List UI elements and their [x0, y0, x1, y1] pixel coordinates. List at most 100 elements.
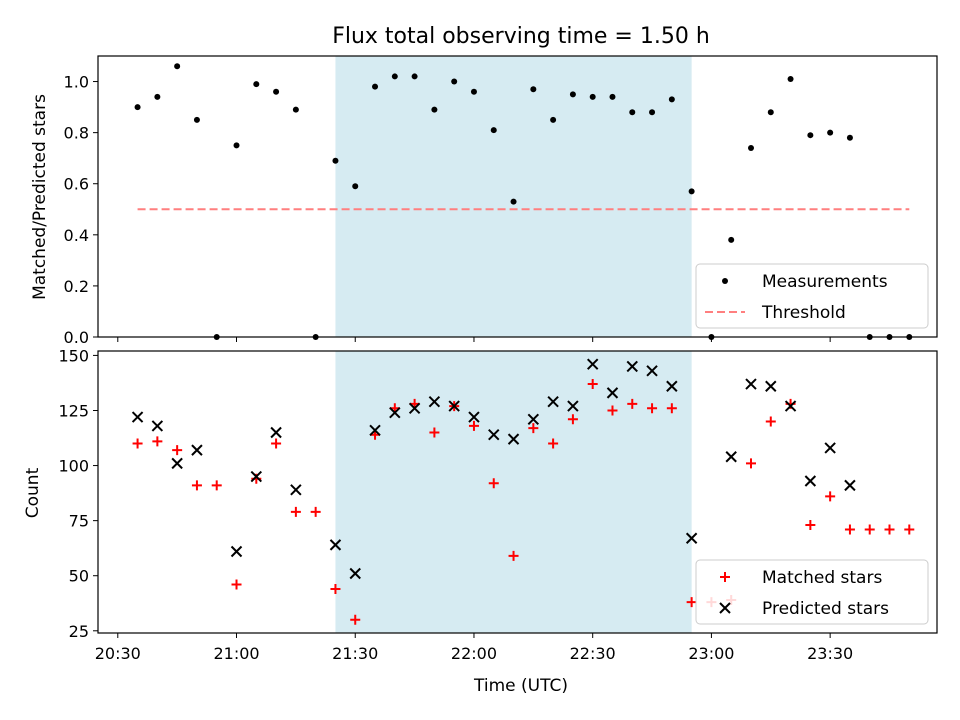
matched-stars-point — [548, 438, 559, 449]
measurement-point — [470, 88, 477, 95]
measurement-point — [827, 129, 834, 136]
predicted-stars-point — [765, 380, 777, 392]
legend-label: Threshold — [761, 303, 846, 323]
measurement-point — [233, 142, 240, 149]
predicted-stars-point — [685, 532, 698, 544]
axes-frame — [97, 350, 938, 634]
axes-frame — [97, 55, 938, 338]
measurement-point — [154, 93, 161, 100]
predicted-stars-point — [567, 400, 579, 412]
matched-stars-point — [290, 506, 301, 517]
legend-marker-matched — [720, 572, 730, 582]
predicted-stars-point — [824, 442, 836, 454]
predicted-stars-point — [408, 402, 421, 414]
legend-marker-measurements — [722, 278, 728, 284]
predicted-stars-point — [606, 387, 619, 399]
ratio-panel: 0.0 0.2 0.4 0.6 0.8 1.0 Measurements Threshold — [64, 55, 938, 347]
measurement-point — [273, 88, 280, 95]
matched-stars-point — [627, 398, 638, 409]
matched-stars-point — [508, 550, 519, 561]
measurement-point — [589, 93, 596, 100]
matched-stars-point — [884, 524, 895, 535]
matched-stars-point — [211, 480, 222, 491]
measurement-point — [193, 116, 200, 123]
y-tick-label: 0.4 — [64, 226, 89, 245]
measurement-point — [767, 109, 774, 116]
predicted-stars-point — [586, 358, 599, 370]
matched-stars-point — [132, 438, 143, 449]
matched-stars-point — [864, 524, 875, 535]
ratio-y-axis-label: Matched/Predicted stars — [30, 94, 50, 300]
measurement-point — [253, 81, 260, 88]
y-tick-label: 1.0 — [64, 73, 89, 92]
y-tick-label: 50 — [69, 567, 89, 586]
x-tick-label: 21:30 — [332, 644, 378, 663]
predicted-stars-point — [369, 424, 381, 437]
predicted-stars-point — [527, 413, 540, 426]
legend-box — [695, 559, 929, 625]
matched-stars-point — [805, 520, 816, 531]
matched-stars-point — [745, 458, 756, 469]
matched-stars-point — [765, 416, 776, 427]
x-axis-label: Time (UTC) — [473, 676, 568, 696]
measurement-point — [391, 73, 398, 80]
measurement-point — [728, 236, 735, 243]
predicted-stars-point — [448, 400, 460, 412]
measurement-point — [431, 106, 438, 113]
measurement-point — [530, 86, 537, 93]
matched-stars-point — [172, 445, 183, 456]
measurement-point — [747, 144, 754, 151]
x-tick-label: 23:30 — [807, 644, 853, 663]
predicted-stars-point — [389, 406, 401, 419]
matched-stars-point — [904, 524, 915, 535]
y-tick-label: 0.2 — [64, 277, 89, 296]
matched-stars-point — [825, 491, 836, 502]
matched-stars-point — [429, 427, 440, 438]
y-tick-label: 0.0 — [64, 328, 89, 347]
predicted-stars-point — [646, 365, 658, 377]
measurement-point — [649, 109, 656, 116]
matched-stars-point — [191, 480, 202, 491]
legend: Matched stars Predicted stars — [695, 559, 929, 625]
measurement-point — [411, 73, 418, 80]
matched-stars-point — [310, 506, 321, 517]
matched-stars-point — [567, 414, 578, 425]
y-tick-label: 75 — [69, 512, 89, 531]
measurement-point — [550, 116, 557, 123]
predicted-stars-point — [666, 380, 678, 392]
predicted-stars-point — [171, 457, 183, 470]
legend-label: Measurements — [762, 272, 888, 292]
measurement-point — [846, 134, 853, 141]
y-tick-label: 125 — [58, 401, 89, 420]
legend-label: Matched stars — [762, 568, 882, 588]
matched-stars-point — [488, 478, 499, 489]
x-tick-label: 23:00 — [688, 644, 734, 663]
observing-window-shade — [335, 351, 692, 633]
predicted-stars-point — [349, 567, 361, 580]
predicted-stars-point — [547, 395, 559, 408]
predicted-stars-point — [507, 433, 520, 445]
predicted-stars-point — [191, 444, 203, 456]
predicted-stars-point — [250, 470, 263, 483]
predicted-stars-point — [270, 426, 282, 439]
measurement-point — [609, 93, 616, 100]
matched-stars-point — [350, 614, 361, 625]
predicted-stars-point — [725, 451, 737, 463]
predicted-stars-point — [230, 545, 243, 558]
matched-stars-point — [686, 597, 697, 608]
measurement-point — [372, 83, 379, 90]
matched-stars-point — [666, 403, 677, 414]
predicted-stars-point — [626, 360, 638, 373]
chart-title: Flux total observing time = 1.50 h — [332, 24, 710, 49]
matched-stars-point — [528, 423, 539, 434]
matched-stars-point — [607, 405, 618, 416]
predicted-stars-point — [131, 411, 144, 423]
measurement-point — [490, 127, 497, 134]
x-tick-label: 22:00 — [451, 644, 497, 663]
measurement-point — [292, 106, 299, 113]
y-tick-label: 0.6 — [64, 175, 89, 194]
predicted-stars-point — [745, 378, 757, 390]
x-tick-label: 22:30 — [570, 644, 616, 663]
measurement-point — [451, 78, 458, 85]
x-tick-label: 20:30 — [95, 644, 141, 663]
